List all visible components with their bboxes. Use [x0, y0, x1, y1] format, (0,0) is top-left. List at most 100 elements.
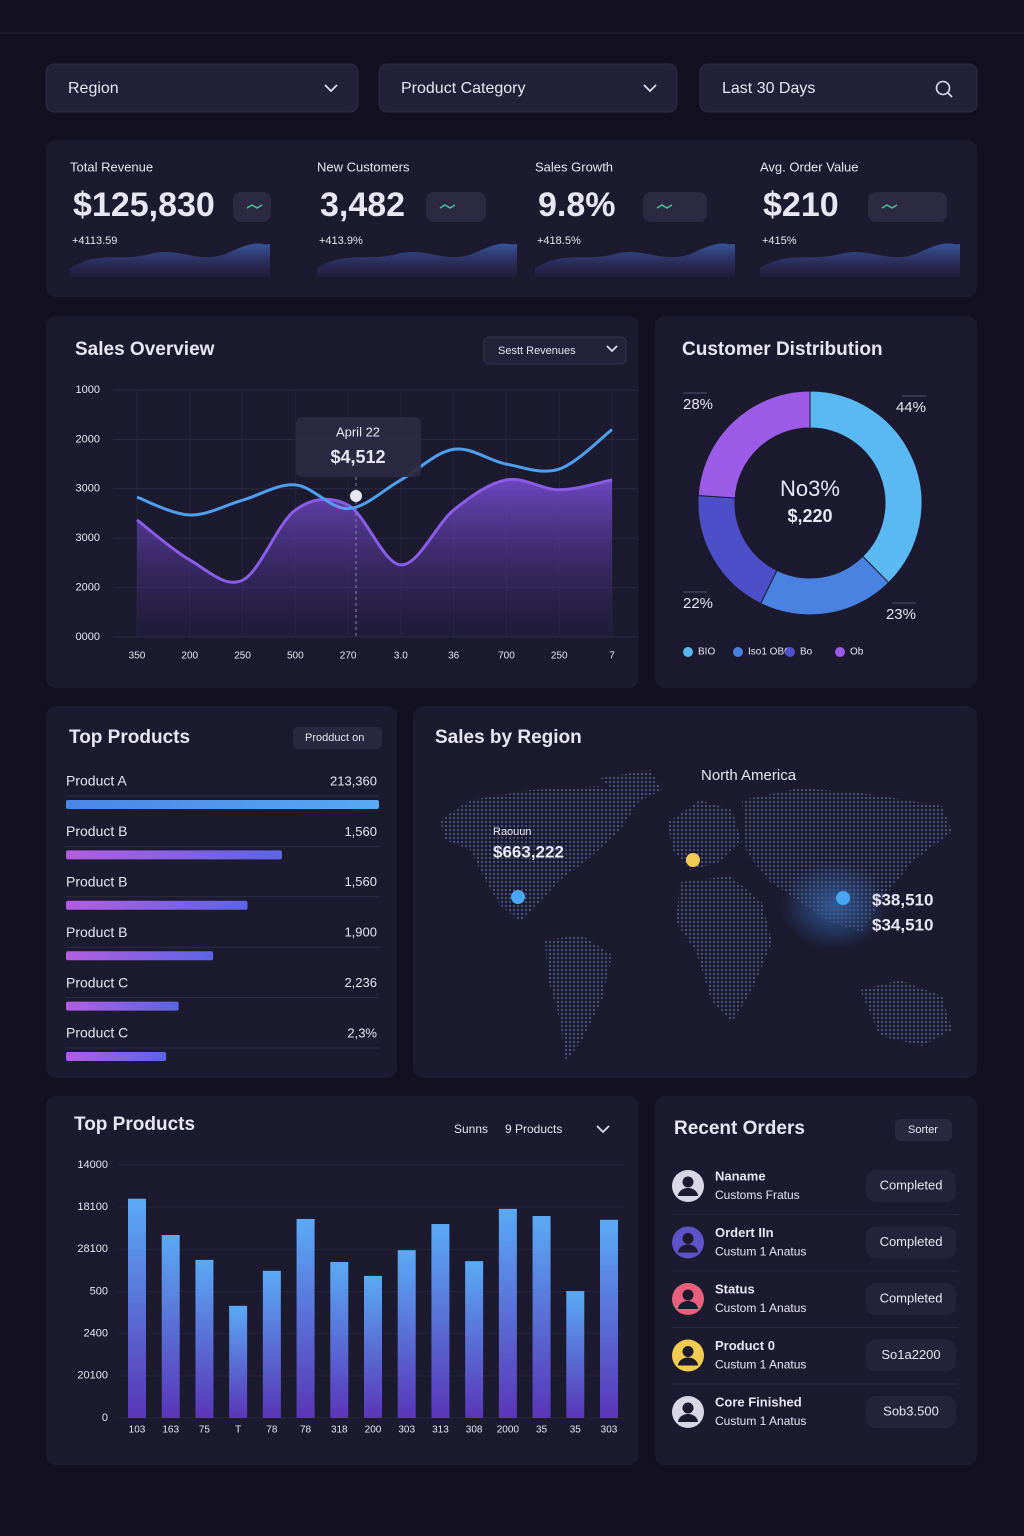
y-tick-label: 0000	[76, 631, 100, 643]
avatar-body	[678, 1244, 698, 1253]
button[interactable]	[895, 1119, 952, 1141]
kpi-badge-icon	[439, 204, 456, 209]
pie-label: 22%	[683, 595, 713, 612]
filter-dropdown[interactable]	[699, 63, 978, 113]
y-tick-label: 18100	[77, 1201, 108, 1213]
y-tick-label: 2400	[84, 1328, 108, 1340]
dropdown[interactable]	[293, 727, 382, 749]
kpi-value: $210	[763, 186, 839, 224]
pie-slice	[809, 390, 923, 584]
avatar-body	[678, 1301, 698, 1309]
distribution-panel	[655, 316, 977, 688]
continent	[742, 788, 952, 932]
dropdown-label: Sestt Revenues	[498, 345, 576, 357]
status-pill[interactable]	[866, 1283, 956, 1315]
avatar-body	[678, 1188, 698, 1196]
region-value: $38,510	[872, 890, 933, 909]
bar	[364, 1275, 382, 1418]
status-pill[interactable]	[866, 1170, 956, 1202]
bar	[128, 1198, 146, 1418]
kpi-badge	[426, 192, 486, 222]
x-tick-label: 36	[448, 651, 460, 662]
kpi-delta: +4113.59	[72, 235, 117, 247]
x-tick-label: 270	[340, 651, 357, 662]
filter-dropdown[interactable]	[378, 63, 678, 113]
x-tick-label: 163	[162, 1425, 179, 1436]
continent	[440, 786, 640, 922]
continent	[860, 980, 952, 1046]
kpi-title: New Customers	[317, 159, 410, 174]
map-marker[interactable]	[836, 891, 850, 905]
chevron	[596, 1125, 610, 1134]
bar	[465, 1261, 484, 1418]
continent	[676, 876, 772, 1022]
legend-swatch	[683, 647, 693, 657]
map-marker[interactable]	[686, 853, 700, 867]
bar	[431, 1224, 450, 1418]
progress-bar	[66, 951, 214, 961]
product-name: Product A	[66, 773, 127, 789]
x-tick-label: 350	[129, 651, 146, 662]
tooltip-label: April 22	[336, 424, 380, 439]
x-tick-label: 3.0	[394, 651, 408, 662]
region-tag: Raouun	[493, 826, 532, 838]
region-value: $34,510	[872, 915, 933, 934]
x-tick-label: T	[235, 1425, 241, 1436]
avatar-head	[682, 1346, 694, 1357]
product-name: Product C	[66, 974, 128, 990]
product-value: 2,3%	[347, 1025, 377, 1040]
world-map	[440, 770, 952, 1062]
legend-label: Iso1 OBO	[748, 647, 792, 658]
kpi-badge	[643, 192, 707, 222]
order-sub: Customs Fratus	[715, 1188, 800, 1202]
x-tick-label: 500	[287, 651, 304, 662]
kpi-badge-icon	[881, 204, 898, 209]
product-value: 1,900	[344, 925, 377, 940]
x-tick-label: 35	[536, 1425, 548, 1436]
kpi-sparkline	[70, 243, 270, 277]
status-label: Sob3.500	[883, 1403, 939, 1418]
kpi-title: Avg. Order Value	[760, 159, 859, 174]
dropdown-label: Prodduct on	[305, 732, 364, 744]
product-name: Product B	[66, 874, 127, 890]
pie-label: 28%	[683, 396, 713, 413]
region-label: North America	[701, 767, 797, 784]
y-tick-label: 2000	[76, 433, 100, 445]
control-label[interactable]: 9 Products	[505, 1122, 562, 1136]
region-value: $663,222	[493, 842, 564, 861]
chevron	[324, 84, 338, 93]
tooltip	[296, 417, 421, 477]
chevron	[643, 84, 657, 93]
tooltip-value: $4,512	[330, 447, 385, 467]
product-value: 1,560	[344, 874, 377, 889]
area-fill	[137, 479, 612, 637]
button-label: Sorter	[908, 1124, 938, 1136]
continent	[668, 800, 742, 870]
x-tick-label: 250	[234, 651, 251, 662]
status-pill[interactable]	[866, 1226, 956, 1259]
bar	[397, 1250, 416, 1418]
order-sub: Custum 1 Anatus	[715, 1358, 806, 1372]
avatar-head	[682, 1289, 694, 1301]
panel-title: Top Products	[74, 1114, 195, 1135]
x-tick-label: 313	[432, 1425, 449, 1436]
panel-title: Recent Orders	[674, 1118, 805, 1139]
status-pill[interactable]	[866, 1339, 956, 1372]
search-icon	[947, 92, 953, 98]
product-name: Product B	[66, 924, 127, 940]
panel-title: Customer Distribution	[682, 339, 883, 360]
x-tick-label: 303	[398, 1425, 415, 1436]
map-marker[interactable]	[511, 890, 525, 904]
kpi-value: 3,482	[320, 186, 405, 224]
status-label: So1a2200	[881, 1347, 940, 1362]
bar	[262, 1270, 281, 1418]
dropdown[interactable]	[483, 336, 627, 365]
top-products-panel	[46, 706, 397, 1078]
filter-dropdown[interactable]	[45, 63, 359, 113]
bar	[229, 1305, 248, 1418]
progress-bar	[66, 850, 282, 860]
x-tick-label: 35	[570, 1425, 582, 1436]
status-pill[interactable]	[866, 1396, 956, 1428]
product-value: 2,236	[344, 975, 377, 990]
control-label[interactable]: Sunns	[454, 1122, 488, 1136]
